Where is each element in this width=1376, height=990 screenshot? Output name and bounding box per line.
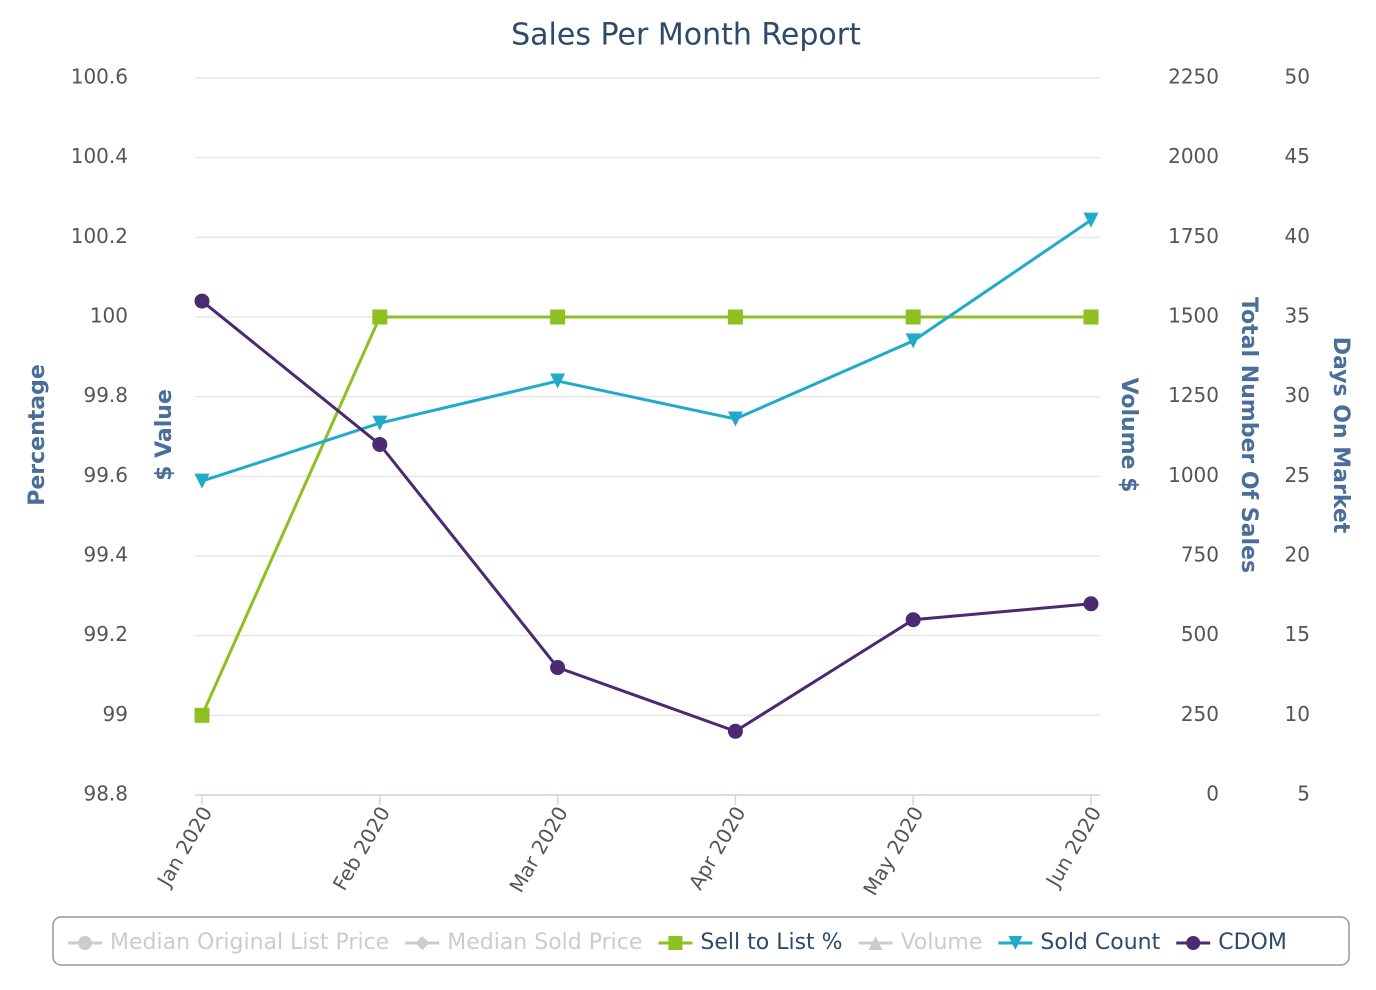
axis-title: $ Value — [152, 389, 177, 481]
y-tick-label: 100 — [90, 304, 128, 328]
x-tick-label: Jun 2020 — [1040, 802, 1106, 892]
data-point — [372, 436, 388, 452]
y2-tick-label: 2000 — [1168, 144, 1219, 168]
y-tick-label: 100.2 — [71, 224, 128, 248]
data-point — [905, 333, 921, 349]
legend-label[interactable]: CDOM — [1218, 930, 1287, 955]
legend-marker — [78, 936, 92, 950]
data-point — [194, 707, 210, 723]
series-line — [201, 299, 1092, 733]
y2-tick-label: 250 — [1181, 702, 1219, 726]
y2-axis-title: Total Number Of Sales — [1236, 297, 1261, 573]
y3-tick-label: 20 — [1285, 543, 1310, 567]
data-point — [727, 723, 743, 739]
y2-tick-label: 2250 — [1168, 65, 1219, 89]
x-tick-label: May 2020 — [858, 802, 928, 899]
x-tick-label: Feb 2020 — [328, 802, 395, 894]
data-point — [550, 660, 566, 676]
y-tick-label: 99.2 — [83, 622, 128, 646]
data-point — [727, 309, 743, 325]
chart-title: Sales Per Month Report — [511, 18, 861, 53]
data-point — [194, 293, 210, 309]
y3-tick-label: 25 — [1285, 463, 1310, 487]
y3-tick-label: 10 — [1285, 702, 1310, 726]
legend-label[interactable]: Sold Count — [1040, 930, 1160, 955]
y-tick-label: 99.4 — [83, 543, 128, 567]
axis-title: Volume $ — [1116, 378, 1141, 493]
legend-marker — [415, 936, 430, 950]
data-point — [372, 415, 388, 431]
series-line — [201, 218, 1092, 483]
legend-marker — [1008, 936, 1023, 950]
y3-tick-label: 15 — [1285, 622, 1310, 646]
legend-box — [52, 916, 1350, 966]
y2-tick-label: 500 — [1181, 622, 1219, 646]
data-point — [905, 612, 921, 628]
y2-tick-label: 0 — [1206, 782, 1219, 806]
x-tick-label: Mar 2020 — [504, 802, 572, 896]
data-point — [1083, 309, 1099, 325]
y-tick-label: 100.4 — [71, 144, 128, 168]
x-tick-label: Apr 2020 — [684, 802, 751, 894]
y3-tick-label: 45 — [1285, 144, 1310, 168]
y2-tick-label: 1250 — [1168, 383, 1219, 407]
y-tick-label: 99 — [103, 702, 128, 726]
legend-marker — [868, 936, 883, 950]
data-point — [727, 411, 743, 427]
y-tick-label: 100.6 — [71, 65, 128, 89]
y-tick-label: 98.8 — [83, 782, 128, 806]
data-point — [905, 309, 921, 325]
legend-marker — [1186, 936, 1201, 950]
legend-label[interactable]: Median Sold Price — [447, 930, 642, 955]
y3-tick-label: 40 — [1285, 224, 1310, 248]
legend-label[interactable]: Volume — [901, 930, 983, 955]
y2-tick-label: 750 — [1181, 543, 1219, 567]
y3-tick-label: 50 — [1285, 65, 1310, 89]
data-point — [1083, 596, 1099, 612]
legend-label[interactable]: Sell to List % — [700, 930, 842, 955]
data-point — [194, 473, 210, 489]
data-point — [550, 309, 566, 325]
data-point — [372, 309, 388, 325]
y-tick-label: 99.6 — [83, 463, 128, 487]
y2-tick-label: 1500 — [1168, 304, 1219, 328]
y3-tick-label: 35 — [1285, 304, 1310, 328]
y3-tick-label: 5 — [1297, 782, 1310, 806]
data-point — [1083, 212, 1099, 228]
data-point — [550, 373, 566, 389]
legend-marker — [668, 936, 683, 950]
y3-tick-label: 30 — [1285, 383, 1310, 407]
x-tick-label: Jan 2020 — [151, 802, 217, 892]
y-axis-title: Percentage — [25, 364, 50, 506]
y3-axis-title: Days On Market — [1328, 337, 1353, 534]
legend-label[interactable]: Median Original List Price — [110, 930, 389, 955]
y2-tick-label: 1750 — [1168, 224, 1219, 248]
series-line — [200, 315, 1091, 716]
y2-tick-label: 1000 — [1168, 463, 1219, 487]
y-tick-label: 99.8 — [83, 383, 128, 407]
